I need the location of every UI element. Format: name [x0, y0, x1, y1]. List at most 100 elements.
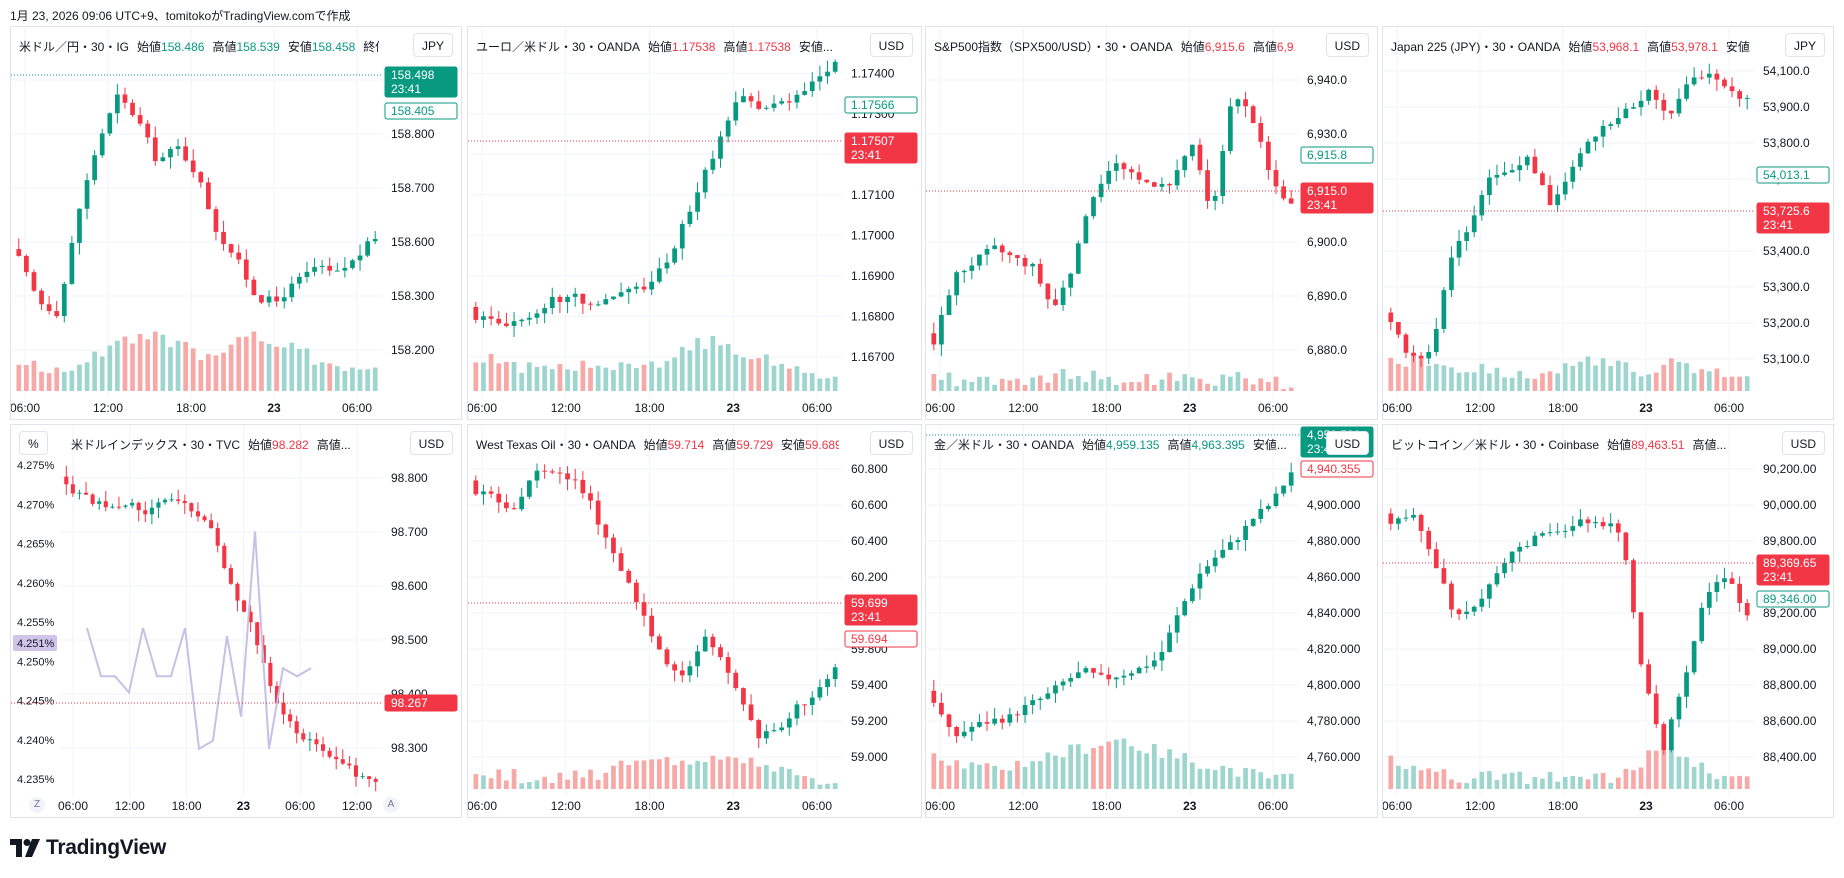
volume-bar — [961, 768, 967, 789]
symbol-title[interactable]: Japan 225 (JPY)・30・OANDA — [1391, 40, 1561, 54]
volume-bar — [259, 341, 264, 391]
chart-canvas[interactable]: 90,200.0090,000.0089,800.0089,600.0089,2… — [1383, 425, 1833, 817]
price-tick-label: 158.800 — [391, 127, 435, 141]
chart-panel[interactable]: 90,200.0090,000.0089,800.0089,600.0089,2… — [1382, 424, 1834, 818]
volume-bar — [1729, 376, 1735, 391]
time-axis: 06:00 12:00 18:00 23 06:00 — [1383, 799, 1744, 813]
time-tick-label: 06:00 — [11, 401, 40, 415]
price-badge-box — [844, 132, 918, 164]
volume-bar — [1509, 377, 1515, 391]
chart-canvas[interactable]: 4,920.0004,900.0004,880.0004,860.0004,84… — [926, 425, 1377, 817]
price-badge[interactable]: 98.267 — [384, 694, 458, 712]
currency-button[interactable]: USD — [869, 33, 913, 57]
price-badge[interactable]: 1.17566 — [844, 96, 918, 114]
volume-bar — [319, 362, 325, 391]
volume-bar — [1068, 378, 1074, 391]
currency-button[interactable]: USD — [1781, 431, 1825, 455]
auto-scale-button[interactable]: A — [383, 797, 399, 813]
candle-body — [496, 318, 502, 324]
currency-button[interactable]: JPY — [1784, 33, 1825, 57]
currency-button[interactable]: JPY — [412, 33, 453, 57]
candle-body — [251, 279, 257, 296]
chart-panel[interactable]: 54,100.053,900.053,800.053,600.053,500.0… — [1382, 26, 1834, 420]
chart-canvas[interactable]: 158.900158.800158.700158.600158.300158.2… — [11, 27, 461, 419]
price-badge[interactable]: 53,725.623:41 — [1756, 202, 1830, 234]
volume-bar — [534, 366, 540, 391]
chart-panel[interactable]: 60.80060.60060.40060.20060.00059.80059.4… — [467, 424, 922, 818]
symbol-title[interactable]: 米ドルインデックス・30・TVC — [71, 438, 240, 452]
ohlc-value: 高値1.17538 — [723, 40, 790, 54]
volume-bar — [1060, 369, 1066, 391]
candles — [64, 465, 378, 792]
volume-bar — [664, 361, 670, 391]
candle-body — [557, 472, 563, 474]
chart-canvas[interactable]: 54,100.053,900.053,800.053,600.053,500.0… — [1383, 27, 1833, 419]
chart-panel[interactable]: 4,920.0004,900.0004,880.0004,860.0004,84… — [925, 424, 1378, 818]
candles — [473, 59, 838, 338]
volume-bar — [1555, 781, 1560, 789]
candle-body — [1547, 185, 1553, 206]
zoom-button[interactable]: Z — [29, 797, 45, 813]
volume-bar — [1608, 782, 1614, 789]
currency-button[interactable]: USD — [869, 431, 913, 455]
volume-bar — [572, 770, 578, 789]
price-badge[interactable]: 59.694 — [844, 630, 918, 648]
volume-bar — [1228, 767, 1233, 789]
candle-body — [1615, 118, 1621, 125]
candle-body — [1540, 173, 1545, 186]
volume-bar — [84, 362, 90, 391]
candle-body — [1502, 172, 1507, 175]
candle-body — [763, 731, 769, 739]
price-badge[interactable]: 6,915.8 — [1300, 146, 1374, 164]
currency-button[interactable]: USD — [1325, 33, 1369, 57]
candle-body — [977, 254, 982, 266]
symbol-title[interactable]: ユーロ／米ドル・30・OANDA — [476, 40, 641, 54]
ohlc-label: 高値... — [1692, 438, 1727, 452]
price-badge[interactable]: 54,013.1 — [1756, 166, 1830, 184]
chart-panel[interactable]: 1.174001.173001.172001.171001.170001.169… — [467, 26, 922, 420]
chart-header: 米ドルインデックス・30・TVC 始値98.282 高値... — [71, 436, 359, 453]
chart-panel[interactable]: 98.800 98.700 98.600 98.500 98.400 98.300 4.27… — [10, 424, 462, 818]
candle-body — [307, 739, 312, 741]
candle-body — [626, 288, 632, 293]
symbol-title[interactable]: West Texas Oil・30・OANDA — [476, 438, 636, 452]
volume-bar — [763, 354, 769, 391]
volume-bar — [342, 370, 348, 391]
candle-body — [1182, 156, 1188, 171]
chart-canvas[interactable]: 1.174001.173001.172001.171001.170001.169… — [468, 27, 921, 419]
tradingview-logo[interactable]: TradingView — [10, 836, 166, 860]
volume-bar — [1471, 372, 1477, 391]
chart-canvas[interactable]: 60.80060.60060.40060.20060.00059.80059.4… — [468, 425, 921, 817]
chart-panel[interactable]: 6,940.06,930.06,910.06,900.06,890.06,880… — [925, 26, 1378, 420]
candle-body — [779, 727, 785, 731]
volume-bar — [1502, 377, 1507, 391]
symbol-title[interactable]: 米ドル／円・30・IG — [19, 40, 130, 54]
price-badge[interactable]: 4,940.355 — [1300, 460, 1374, 478]
price-badge[interactable]: 158.405 — [384, 102, 458, 120]
volume-bar — [1396, 765, 1401, 789]
chart-header: West Texas Oil・30・OANDA 始値59.714 高値59.729 安… — [476, 436, 839, 453]
candle-body — [641, 286, 647, 290]
symbol-title[interactable]: ビットコイン／米ドル・30・Coinbase — [1391, 438, 1600, 452]
percent-scale-button[interactable]: % — [19, 431, 48, 455]
volume-bar — [175, 340, 181, 391]
currency-button[interactable]: USD — [1325, 431, 1369, 455]
candle-body — [202, 516, 207, 521]
symbol-title[interactable]: S&P500指数（SPX500/USD）・30・OANDA — [934, 40, 1173, 54]
candle-body — [519, 319, 525, 322]
chart-canvas[interactable]: 98.80098.70098.60098.50098.40098.3004.27… — [11, 425, 461, 817]
currency-button[interactable]: USD — [409, 431, 453, 455]
candle-body — [809, 697, 815, 706]
chart-canvas[interactable]: 6,940.06,930.06,910.06,900.06,890.06,880… — [926, 27, 1377, 419]
price-badge[interactable]: 6,915.023:41 — [1300, 182, 1374, 214]
symbol-title[interactable]: 金／米ドル・30・OANDA — [934, 438, 1075, 452]
price-badge[interactable]: 89,346.00 — [1756, 590, 1830, 608]
candle-body — [763, 107, 769, 109]
chart-panel[interactable]: 158.900158.800158.700158.600158.300158.2… — [10, 26, 462, 420]
candle-body — [1631, 560, 1636, 613]
